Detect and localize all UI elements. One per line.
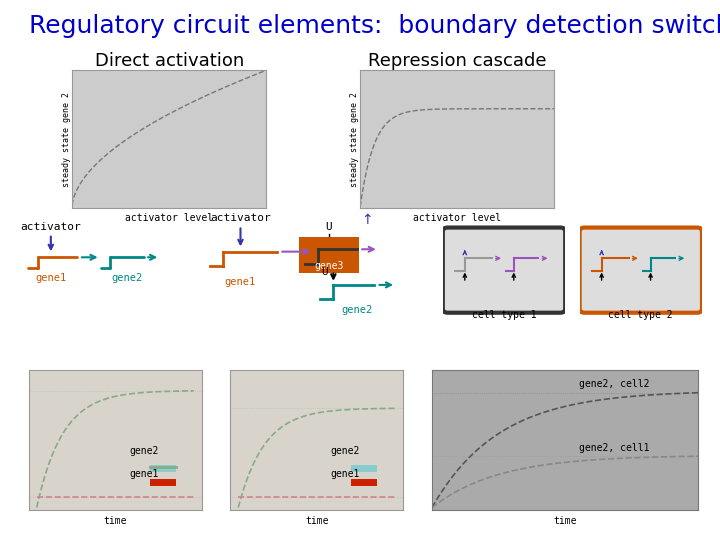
Text: Regulatory circuit elements:  boundary detection switches: Regulatory circuit elements: boundary de… xyxy=(29,14,720,37)
Bar xyxy=(351,480,377,486)
FancyBboxPatch shape xyxy=(580,227,702,313)
Text: activator: activator xyxy=(210,213,271,223)
Text: gene3: gene3 xyxy=(315,261,343,272)
Text: gene1: gene1 xyxy=(225,277,256,287)
Bar xyxy=(150,480,176,486)
X-axis label: time: time xyxy=(104,516,127,526)
X-axis label: time: time xyxy=(554,516,577,526)
Y-axis label: steady state gene 2: steady state gene 2 xyxy=(350,92,359,186)
Text: U: U xyxy=(321,267,328,278)
Bar xyxy=(299,238,359,273)
Text: activator: activator xyxy=(20,221,81,232)
Bar xyxy=(351,465,377,472)
Bar xyxy=(150,465,176,472)
FancyBboxPatch shape xyxy=(443,227,565,313)
Text: gene2, cell1: gene2, cell1 xyxy=(579,443,649,454)
Text: gene2: gene2 xyxy=(330,446,360,456)
X-axis label: time: time xyxy=(305,516,328,526)
Text: gene2: gene2 xyxy=(341,306,373,315)
Text: gene1: gene1 xyxy=(129,469,158,478)
Y-axis label: steady state gene 2: steady state gene 2 xyxy=(62,92,71,186)
Title: Direct activation: Direct activation xyxy=(94,52,244,70)
Text: cell type 2: cell type 2 xyxy=(608,310,673,320)
Text: gene2, cell2: gene2, cell2 xyxy=(579,379,649,389)
Text: gene2: gene2 xyxy=(112,273,143,283)
Text: gene1: gene1 xyxy=(330,469,360,478)
Title: Repression cascade: Repression cascade xyxy=(368,52,546,70)
Text: ↑: ↑ xyxy=(361,213,373,227)
Text: cell type 1: cell type 1 xyxy=(472,310,536,320)
X-axis label: activator level: activator level xyxy=(125,213,213,224)
Text: gene2: gene2 xyxy=(129,446,158,456)
Text: gene1: gene1 xyxy=(35,273,66,283)
X-axis label: activator level: activator level xyxy=(413,213,501,224)
Text: U: U xyxy=(325,222,333,232)
